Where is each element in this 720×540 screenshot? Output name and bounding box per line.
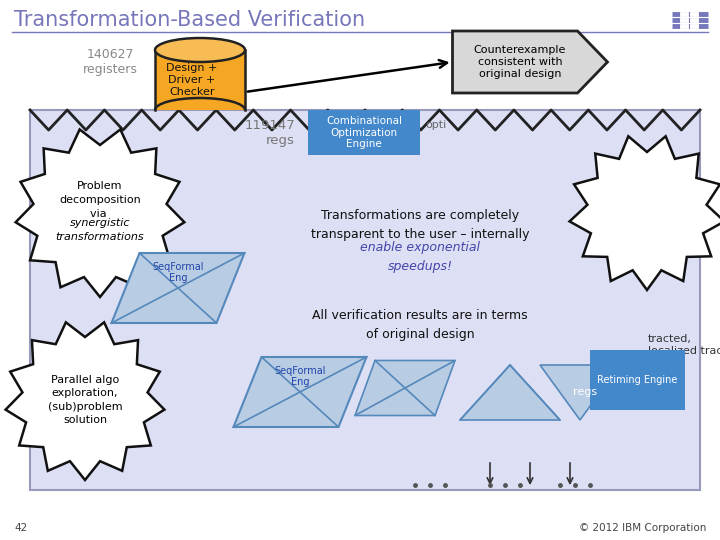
Polygon shape: [570, 136, 720, 290]
Text: Counterexample
consistent with
original design: Counterexample consistent with original …: [474, 45, 566, 79]
Text: SeqFormal
Eng: SeqFormal Eng: [152, 262, 204, 284]
Text: SeqFormal
Eng: SeqFormal Eng: [274, 366, 325, 387]
Text: synergistic
transformations: synergistic transformations: [55, 218, 144, 242]
Text: opti: opti: [425, 120, 446, 130]
Text: 119147
regs: 119147 regs: [244, 119, 295, 147]
Text: Problem
decomposition
via: Problem decomposition via: [59, 181, 141, 219]
Text: All verification results are in terms
of original design: All verification results are in terms of…: [312, 309, 528, 341]
FancyBboxPatch shape: [30, 110, 700, 490]
Text: © 2012 IBM Corporation: © 2012 IBM Corporation: [579, 523, 706, 533]
Polygon shape: [452, 31, 608, 93]
Polygon shape: [460, 365, 560, 420]
Text: Transformation-Based Verification: Transformation-Based Verification: [14, 10, 365, 30]
Ellipse shape: [155, 38, 245, 62]
Polygon shape: [16, 130, 184, 297]
Polygon shape: [233, 357, 366, 427]
Text: Transformations are completely
transparent to the user – internally: Transformations are completely transpare…: [311, 209, 529, 241]
Text: tracted,
localized trace: tracted, localized trace: [648, 334, 720, 356]
Text: Design +
Driver +
Checker: Design + Driver + Checker: [166, 63, 217, 97]
Text: Parallel algo
exploration,
(sub)problem
solution: Parallel algo exploration, (sub)problem …: [48, 375, 122, 425]
Text: Retiming Engine: Retiming Engine: [598, 375, 678, 385]
Polygon shape: [112, 253, 245, 323]
Text: Combinational
Optimization
Engine: Combinational Optimization Engine: [326, 116, 402, 149]
Polygon shape: [540, 365, 620, 420]
Bar: [155, 50, 245, 110]
Bar: [308, 110, 420, 155]
Text: enable exponential
speedups!: enable exponential speedups!: [360, 241, 480, 273]
Polygon shape: [355, 361, 455, 415]
Text: 42: 42: [14, 523, 27, 533]
Bar: [590, 350, 685, 410]
Text: regs: regs: [573, 387, 597, 397]
Text: 140627
registers: 140627 registers: [83, 48, 138, 76]
Polygon shape: [6, 322, 164, 480]
